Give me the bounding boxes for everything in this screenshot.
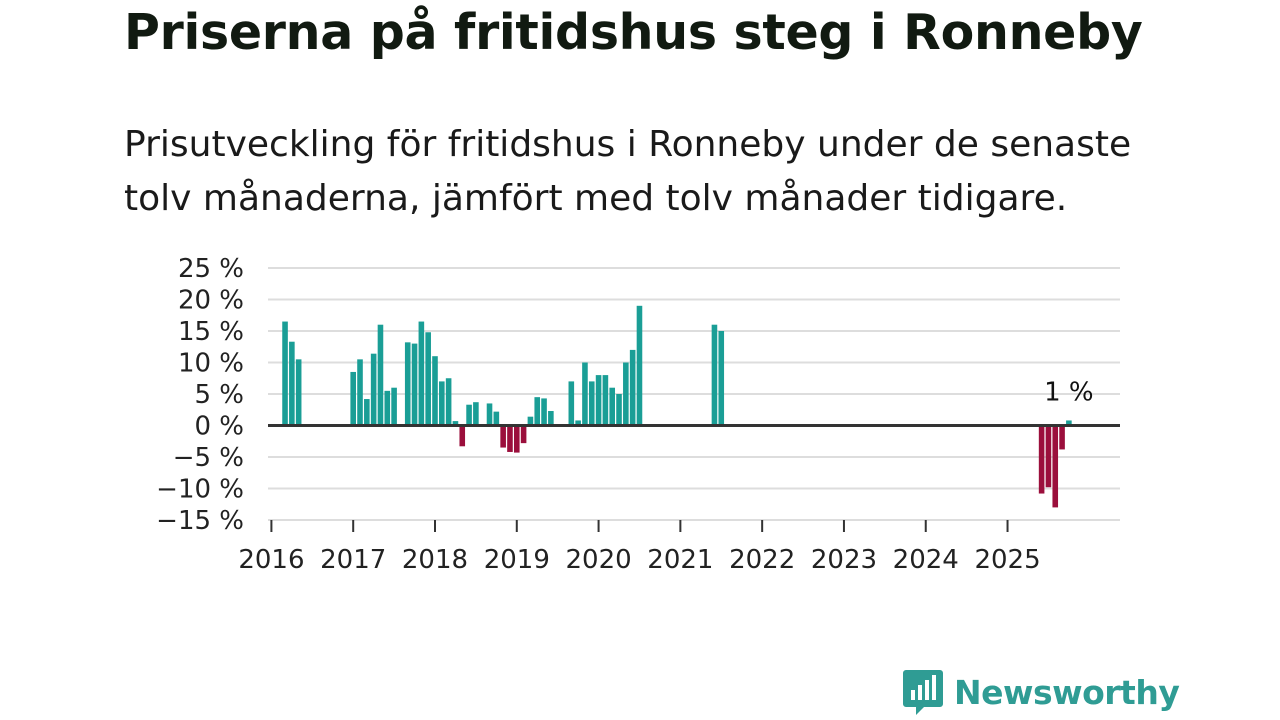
bar	[466, 404, 472, 426]
x-tick-label: 2022	[729, 545, 795, 575]
bar-chart: 25 %20 %15 %10 %5 %0 %−5 %−10 %−15 % 2016…	[156, 254, 1120, 575]
x-tick-label: 2024	[893, 545, 959, 575]
bar	[534, 397, 541, 426]
bar	[377, 324, 384, 426]
bar	[364, 399, 370, 426]
x-tick-label: 2023	[811, 545, 877, 575]
y-tick-label: 20 %	[178, 286, 244, 316]
bar	[439, 381, 445, 426]
x-tick-label: 2019	[484, 545, 550, 575]
brand-name: Newsworthy	[954, 672, 1180, 712]
bar	[595, 375, 602, 426]
bar	[350, 371, 356, 426]
bar	[404, 342, 411, 426]
bar	[289, 341, 295, 426]
bar	[616, 394, 622, 426]
bar	[1059, 425, 1065, 450]
y-tick-label: −15 %	[156, 506, 244, 536]
bar	[1038, 425, 1045, 494]
brand: Newsworthy	[902, 668, 1180, 716]
bar	[582, 362, 588, 426]
bar	[452, 421, 459, 426]
y-tick-label: 0 %	[194, 412, 244, 442]
bar	[718, 331, 725, 426]
bar	[609, 387, 616, 426]
bar	[295, 359, 302, 426]
y-tick-label: 15 %	[178, 317, 244, 347]
y-tick-label: 5 %	[194, 380, 244, 410]
bar	[282, 321, 288, 426]
bar	[513, 425, 520, 453]
bar	[520, 425, 527, 444]
bar	[507, 425, 513, 452]
bar	[500, 425, 506, 448]
bar	[629, 349, 636, 426]
x-tick-label: 2016	[238, 545, 304, 575]
x-tick-label: 2020	[565, 545, 631, 575]
bar	[1066, 420, 1072, 426]
chart-title: Priserna på fritidshus steg i Ronneby	[124, 4, 1143, 61]
bar	[384, 390, 391, 426]
bar	[527, 416, 534, 426]
bar	[568, 381, 575, 426]
bar	[602, 375, 609, 426]
bar	[486, 403, 493, 426]
bar	[391, 387, 397, 426]
bar	[1045, 425, 1052, 488]
last-value-label: 1 %	[1044, 377, 1094, 407]
bar	[445, 378, 452, 426]
bar	[473, 402, 479, 426]
x-tick-label: 2025	[974, 545, 1040, 575]
bar	[425, 332, 431, 426]
y-tick-label: −5 %	[173, 443, 244, 473]
bar	[636, 305, 643, 426]
y-tick-label: 10 %	[178, 349, 244, 379]
bar	[548, 411, 554, 426]
bar	[711, 324, 718, 426]
bar	[623, 362, 629, 426]
bar	[541, 398, 547, 426]
bar	[370, 353, 377, 426]
newsworthy-logo-icon	[903, 670, 943, 715]
bar	[432, 356, 438, 426]
x-tick-label: 2021	[647, 545, 713, 575]
chart-subtitle: Prisutveckling för fritidshus i Ronneby …	[124, 124, 1132, 219]
x-tick-label: 2018	[402, 545, 468, 575]
bar	[357, 359, 363, 426]
y-tick-label: −10 %	[156, 475, 244, 505]
y-tick-label: 25 %	[178, 254, 244, 284]
bar	[588, 381, 595, 426]
bar	[1052, 425, 1059, 508]
bar	[575, 420, 581, 426]
x-tick-label: 2017	[320, 545, 386, 575]
bar	[411, 343, 418, 426]
bar	[418, 321, 425, 426]
bar	[459, 425, 466, 447]
bar	[493, 411, 500, 426]
